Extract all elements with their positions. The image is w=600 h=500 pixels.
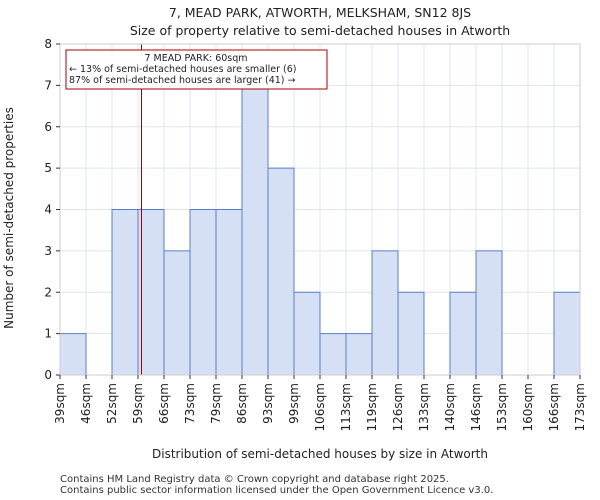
y-tick-label: 3 [44,244,52,258]
x-tick-label: 93sqm [261,383,275,424]
x-tick-label: 106sqm [313,383,327,431]
x-tick-label: 160sqm [521,383,535,431]
y-axis-label: Number of semi-detached properties [2,107,16,329]
bar [189,209,217,376]
x-tick-label: 126sqm [391,383,405,431]
x-tick-label: 119sqm [365,383,379,431]
y-tick-label: 6 [44,120,52,134]
y-tick-label: 8 [44,37,52,51]
bar [111,209,139,376]
bar [475,250,503,376]
x-tick-label: 52sqm [105,383,119,424]
footer-licence: Contains public sector information licen… [60,485,494,496]
x-tick-label: 73sqm [183,383,197,424]
x-tick-label: 173sqm [573,383,587,431]
x-axis-ticks: 39sqm 46sqm 52sqm 59sqm 66sqm 73sqm 79sqm 86sqm… [53,375,587,431]
bar [397,291,425,376]
x-tick-label: 153sqm [495,383,509,431]
x-tick-label: 46sqm [79,383,93,424]
annotation-line-2: ← 13% of semi-detached houses are smalle… [69,64,297,75]
y-tick-label: 7 [44,78,52,92]
x-tick-label: 166sqm [547,383,561,431]
y-axis-ticks: 0 1 2 3 4 5 6 7 8 [44,37,60,382]
bar [449,291,477,376]
y-tick-label: 5 [44,161,52,175]
chart-title: 7, MEAD PARK, ATWORTH, MELKSHAM, SN12 8J… [169,5,471,20]
annotation-line-3: 87% of semi-detached houses are larger (… [69,75,296,86]
x-tick-label: 59sqm [131,383,145,424]
annotation-box: 7 MEAD PARK: 60sqm ← 13% of semi-detache… [65,49,328,90]
x-tick-label: 133sqm [417,383,431,431]
footer-attribution: Contains HM Land Registry data © Crown c… [60,474,449,485]
bar [59,333,87,376]
x-tick-label: 146sqm [469,383,483,431]
x-tick-label: 86sqm [235,383,249,424]
bar [371,250,399,376]
bar [293,291,321,376]
x-tick-label: 66sqm [157,383,171,424]
y-tick-label: 2 [44,285,52,299]
x-tick-label: 140sqm [443,383,457,431]
x-tick-label: 79sqm [209,383,223,424]
bar [241,84,269,376]
annotation-line-1: 7 MEAD PARK: 60sqm [144,53,247,64]
x-tick-label: 39sqm [53,383,67,424]
x-tick-label: 113sqm [339,383,353,431]
bar [345,333,373,376]
bar [553,291,581,376]
bar [137,209,165,376]
bar [319,333,347,376]
annotation-frame [65,49,328,90]
y-tick-label: 1 [44,327,52,341]
x-tick-label: 99sqm [287,383,301,424]
y-tick-label: 4 [44,203,52,217]
x-axis-label: Distribution of semi-detached houses by … [152,447,488,461]
bar [267,167,295,376]
bar [215,209,243,376]
y-tick-label: 0 [44,368,52,382]
bar [163,250,191,376]
chart-subtitle: Size of property relative to semi-detach… [130,23,510,38]
